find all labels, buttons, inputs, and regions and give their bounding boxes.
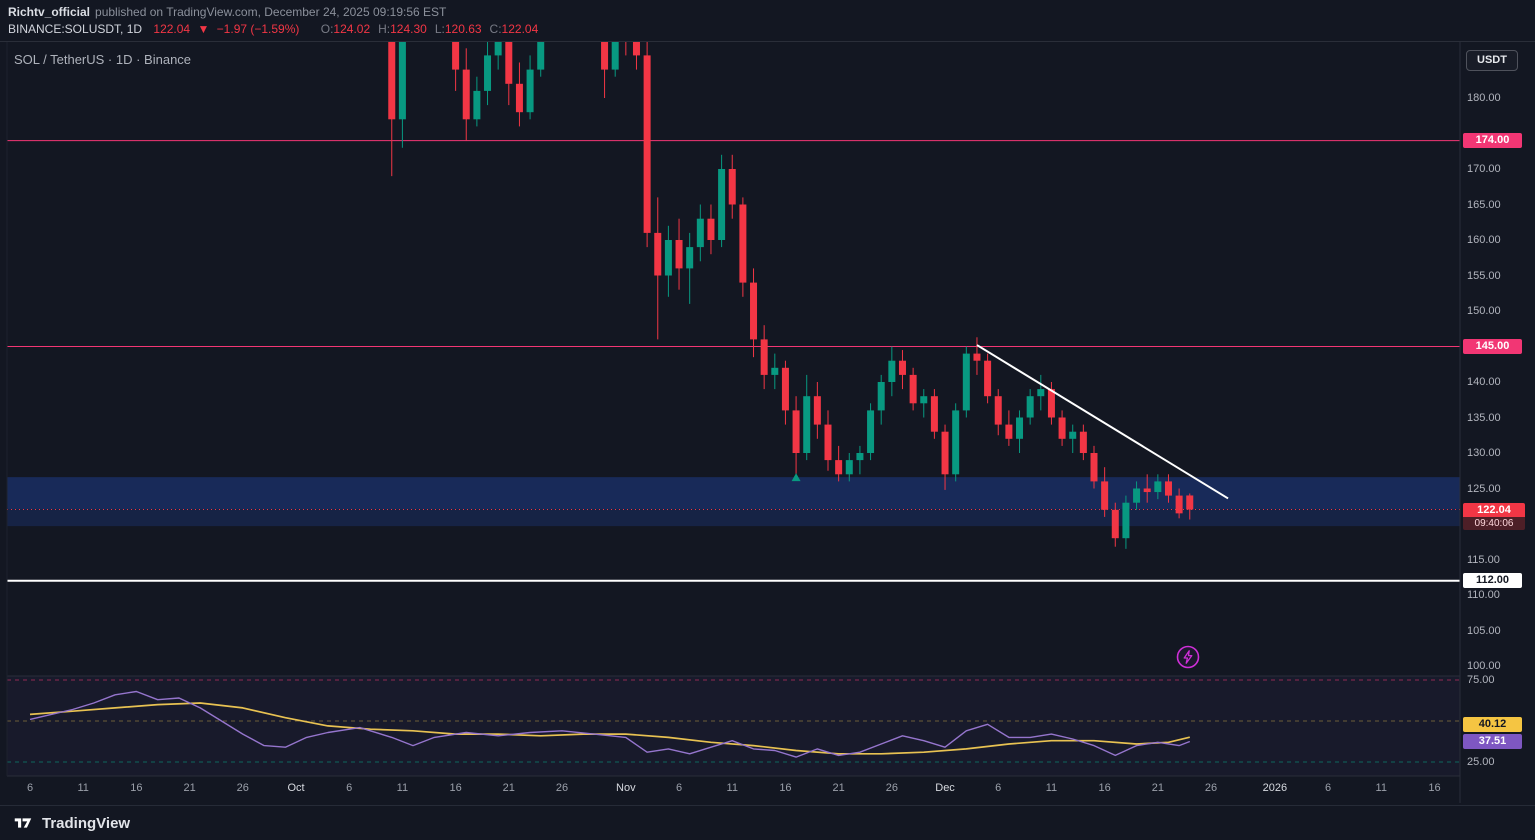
ohlc-label: C:	[489, 22, 502, 36]
ohlc-value: 124.30	[390, 22, 427, 36]
price-change-text: −1.97 (−1.59%)	[216, 22, 300, 36]
last-price-text: 122.04	[153, 22, 191, 36]
author-name[interactable]: Richtv_official	[8, 5, 91, 19]
currency-badge[interactable]: USDT	[1466, 50, 1518, 71]
publish-header: Richtv_official published on TradingView.…	[0, 0, 1535, 41]
ohlc-value: 120.63	[444, 22, 482, 36]
publish-info: published on TradingView.com, December 2…	[95, 5, 447, 19]
tradingview-logo[interactable]	[12, 812, 34, 834]
chart-title: SOL / TetherUS · 1D · Binance	[14, 52, 192, 67]
symbol-statusline: BINANCE:SOLUSDT, 1D 122.04 ▼ −1.97 (−1.5…	[8, 20, 1535, 38]
ohlc-value: 124.02	[333, 22, 371, 36]
footer-bar: TradingView	[0, 805, 1535, 840]
ohlc-values: O:124.02 H:124.30 L:120.63 C:122.04	[313, 22, 539, 36]
ohlc-value: 122.04	[501, 22, 539, 36]
boost-lightning-icon[interactable]	[1174, 643, 1202, 671]
change-arrow-icon: ▼	[197, 22, 210, 36]
ohlc-label: O:	[320, 22, 334, 36]
brand-name[interactable]: TradingView	[42, 814, 131, 832]
byline: Richtv_official published on TradingView.…	[8, 4, 1535, 20]
ohlc-label: H:	[378, 22, 391, 36]
ohlc-label: L:	[434, 22, 445, 36]
symbol-label[interactable]: BINANCE:SOLUSDT, 1D	[8, 22, 143, 36]
